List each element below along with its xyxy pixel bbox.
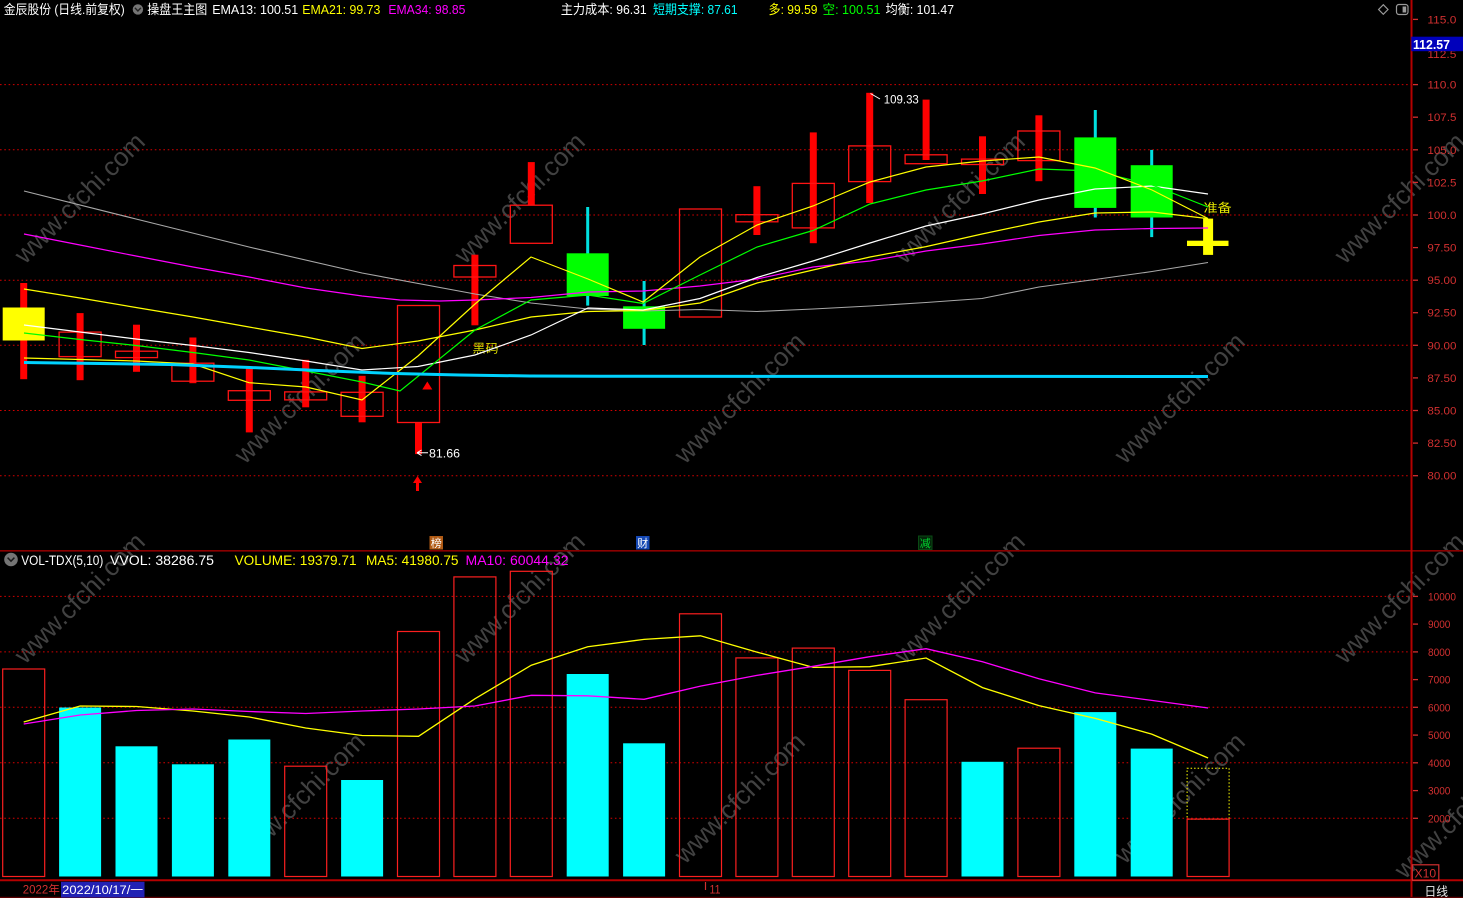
svg-text:95.00: 95.00 [1427, 275, 1456, 287]
svg-text:107.5: 107.5 [1427, 112, 1456, 124]
svg-text:7000: 7000 [1428, 675, 1450, 687]
svg-text:82.50: 82.50 [1427, 438, 1456, 450]
svg-text:81.66: 81.66 [429, 446, 460, 460]
svg-text:105.0: 105.0 [1427, 145, 1456, 157]
svg-text:2022年: 2022年 [23, 883, 60, 897]
svg-text:90.00: 90.00 [1427, 340, 1456, 352]
svg-text:操盘王主图: 操盘王主图 [147, 2, 207, 17]
svg-text:85.00: 85.00 [1427, 406, 1456, 418]
svg-text:VOL-TDX(5,10): VOL-TDX(5,10) [21, 553, 103, 568]
svg-text:4000: 4000 [1428, 758, 1450, 770]
svg-text:榜: 榜 [431, 536, 442, 550]
svg-text:100.0: 100.0 [1427, 210, 1456, 222]
svg-text:115.0: 115.0 [1427, 14, 1456, 26]
svg-text:10000: 10000 [1428, 591, 1456, 603]
svg-text:准备: 准备 [1204, 201, 1232, 215]
svg-text:X10: X10 [1415, 867, 1437, 881]
svg-text:EMA13: 100.51: EMA13: 100.51 [212, 2, 298, 17]
svg-text:110.0: 110.0 [1427, 80, 1456, 92]
svg-text:MA10: 60044.32: MA10: 60044.32 [466, 553, 569, 568]
svg-text:均衡: 101.47: 均衡: 101.47 [886, 2, 955, 17]
svg-text:财: 财 [637, 536, 648, 550]
svg-text:97.50: 97.50 [1427, 243, 1456, 255]
svg-text:102.5: 102.5 [1427, 177, 1456, 189]
svg-text:多: 99.59: 多: 99.59 [769, 2, 818, 17]
svg-text:80.00: 80.00 [1427, 471, 1456, 483]
svg-text:5000: 5000 [1428, 730, 1450, 742]
svg-text:8000: 8000 [1428, 647, 1450, 659]
svg-text:空: 100.51: 空: 100.51 [823, 2, 881, 17]
svg-text:EMA34: 98.85: EMA34: 98.85 [388, 2, 465, 17]
svg-text:109.33: 109.33 [884, 93, 919, 107]
svg-text:VVOL: 38286.75: VVOL: 38286.75 [110, 553, 214, 568]
svg-text:6000: 6000 [1428, 702, 1450, 714]
svg-text:VOLUME: 19379.71: VOLUME: 19379.71 [235, 553, 357, 568]
svg-text:11: 11 [710, 885, 721, 897]
svg-text:EMA21: 99.73: EMA21: 99.73 [302, 2, 380, 17]
svg-text:短期支撑: 87.61: 短期支撑: 87.61 [653, 2, 738, 17]
svg-text:2022/10/17/一: 2022/10/17/一 [62, 885, 144, 897]
svg-text:9000: 9000 [1428, 619, 1450, 631]
svg-text:减: 减 [920, 537, 931, 550]
svg-text:87.50: 87.50 [1427, 373, 1456, 385]
svg-text:112.5: 112.5 [1427, 49, 1456, 61]
svg-text:MA5: 41980.75: MA5: 41980.75 [366, 553, 459, 568]
svg-text:3000: 3000 [1428, 786, 1450, 798]
svg-text:92.50: 92.50 [1427, 308, 1456, 320]
svg-text:2000: 2000 [1428, 813, 1450, 825]
svg-text:112.57: 112.57 [1413, 37, 1450, 52]
svg-text:日线: 日线 [1425, 884, 1449, 898]
svg-text:金辰股份 (日线.前复权): 金辰股份 (日线.前复权) [4, 2, 125, 17]
svg-text:主力成本: 96.31: 主力成本: 96.31 [561, 2, 647, 17]
svg-text:黑码: 黑码 [473, 342, 499, 356]
